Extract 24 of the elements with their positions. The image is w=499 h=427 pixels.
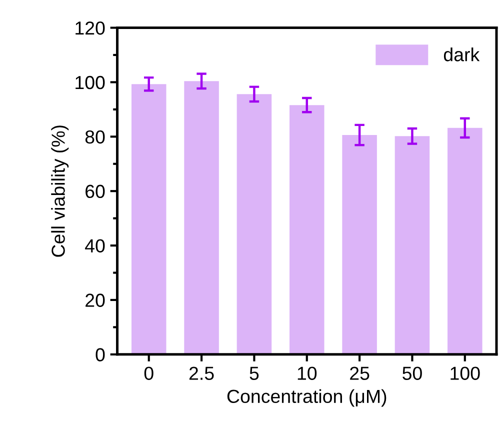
y-tick-label: 100 (76, 76, 105, 90)
y-tick-label: 80 (85, 130, 105, 144)
bar (448, 128, 482, 354)
x-axis-title: Concentration (μM) (227, 389, 386, 407)
x-tick-label: 100 (450, 366, 480, 380)
x-tick-label: 2.5 (189, 366, 214, 380)
bar (131, 84, 166, 354)
bar (236, 94, 272, 354)
x-tick-label: 0 (144, 366, 154, 380)
y-axis-title: Cell viability (%) (51, 126, 69, 257)
x-tick-label: 5 (250, 366, 259, 380)
y-tick-label: 120 (76, 21, 105, 35)
bar (394, 136, 430, 354)
bar (290, 105, 324, 354)
y-tick-label: 60 (86, 184, 105, 198)
y-tick-label: 0 (96, 348, 105, 362)
x-tick-label: 10 (298, 366, 317, 380)
bar (184, 81, 219, 354)
legend-label: dark (444, 48, 480, 62)
bar (342, 135, 377, 354)
y-tick-label: 40 (85, 239, 105, 253)
x-tick-label: 25 (350, 366, 370, 380)
y-tick-label: 20 (86, 294, 105, 307)
x-tick-label: 50 (402, 366, 422, 380)
